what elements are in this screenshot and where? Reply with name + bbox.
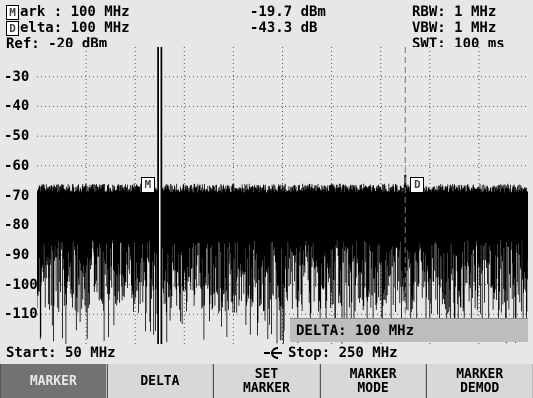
marker-letter-icon: M [6,4,19,20]
input-connector-icon [264,347,282,359]
stop-frequency: Stop: 250 MHz [288,345,398,361]
softkey-delta[interactable]: DELTA [106,364,214,398]
start-frequency: Start: 50 MHz [6,345,116,361]
y-tick-label: -70 [4,187,30,204]
y-tick-label: -40 [4,98,30,115]
y-tick-label: -60 [4,157,30,174]
y-tick-label: -50 [4,128,30,145]
y-tick-label: -90 [4,246,30,263]
softkey-marker-demod[interactable]: MARKER DEMOD [426,364,533,398]
softkey-marker[interactable]: MARKER [0,364,107,398]
y-tick-label: -100 [4,276,38,293]
y-tick-label: -80 [4,217,30,234]
spectrum-trace [37,174,528,344]
softkey-marker-mode[interactable]: MARKER MODE [319,364,427,398]
softkey-bar: MARKER DELTA SET MARKER MARKER MODE MARK… [0,364,533,398]
marker-level-readout: -19.7 dBm [250,4,326,20]
vbw-readout: VBW: 1 MHz [412,20,497,36]
y-tick-label: -110 [4,306,38,323]
delta-letter-icon: D [6,20,19,36]
softkey-set-marker[interactable]: SET MARKER [213,364,320,398]
delta-readout-box: DELTA: 100 MHz [290,318,528,342]
delta-level-readout: -43.3 dB [250,20,318,36]
rbw-readout: RBW: 1 MHz [412,4,497,20]
spectrum-plot[interactable] [37,47,528,344]
marker-m-tag: M [140,177,155,193]
y-tick-label: -30 [4,68,30,85]
frequency-span-bar: Start: 50 MHz Stop: 250 MHz [0,344,533,362]
marker-d-tag: D [410,177,425,193]
